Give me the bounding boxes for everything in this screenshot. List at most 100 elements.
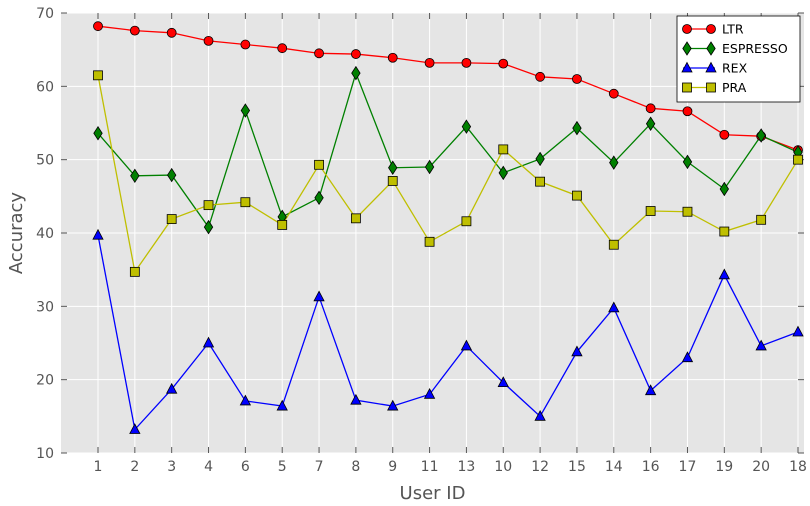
legend-ltr-marker [682,24,692,34]
y-tick-label: 40 [36,226,54,242]
ltr-point [203,35,214,46]
pra-point [350,213,361,224]
pra-point [166,214,177,224]
pra-point [645,206,656,216]
y-tick-label: 70 [36,6,54,22]
ltr-point [461,57,472,68]
pra-point [93,70,103,81]
y-tick-label: 10 [36,446,54,462]
espresso-point [719,181,729,197]
pra-point [461,216,472,227]
rex-point [92,228,104,240]
pra-point [682,206,693,217]
x-tick-label: 11 [421,459,439,475]
legend-ltr-label: LTR [722,22,744,37]
rex-point [571,345,583,357]
ltr-point [277,43,288,54]
ltr-point [645,103,656,114]
pra-point [793,154,803,165]
espresso-point [424,159,435,175]
pra-point [387,176,398,186]
rex-point [681,351,694,363]
pra-point [277,220,288,230]
rex-point [239,394,252,406]
espresso-point [609,155,619,170]
rex-point [166,382,178,394]
x-tick-label: 3 [167,459,176,475]
x-tick-label: 15 [568,459,586,475]
rex-line [97,235,799,431]
y-axis-label: Accuracy [6,192,27,275]
legend-pra-marker [682,82,692,93]
pra-point [424,236,435,247]
espresso-point [203,219,214,235]
x-tick-label: 7 [315,459,324,475]
x-tick-label: 20 [752,459,770,475]
espresso-point [314,190,324,206]
espresso-point [682,154,693,170]
legend-rex-marker [681,61,693,73]
espresso-point [756,128,766,143]
x-tick-label: 13 [458,459,476,475]
x-tick-label: 6 [241,459,250,475]
x-tick-label: 14 [605,459,623,475]
rex-point [497,376,509,388]
x-tick-label: 5 [278,459,287,475]
series-lines [97,25,799,431]
legend-espresso-marker [706,41,716,56]
legend-espresso-marker [682,41,692,56]
x-tick-label: 10 [494,459,512,475]
legend-ltr-marker [706,24,716,34]
ltr-point [572,74,582,84]
espresso-point [351,65,361,81]
espresso-point [93,126,103,141]
rex-point [350,393,362,405]
ltr-point [350,49,361,59]
x-tick-label: 17 [679,459,697,475]
rex-point [423,387,436,399]
pra-point [314,159,324,170]
y-tick-label: 50 [36,153,54,169]
rex-point [718,268,730,280]
ltr-point [129,25,140,36]
x-tick-label: 19 [715,459,733,475]
rex-point [276,399,288,411]
pra-point [719,226,730,237]
rex-point [129,423,141,434]
ltr-point [314,48,324,59]
x-tick-label: 4 [204,459,213,475]
x-tick-label: 8 [351,459,360,475]
x-tick-label: 16 [642,459,660,475]
pra-point [535,176,546,187]
espresso-point [130,168,140,184]
pra-point [608,239,619,250]
ltr-point [387,52,398,63]
rex-point [534,409,546,421]
x-axis-label: User ID [400,483,466,504]
ltr-point [93,21,103,32]
pra-point [498,144,509,155]
espresso-point [240,103,251,118]
espresso-point [388,160,398,175]
ltr-point [166,27,177,38]
ltr-point [535,71,546,82]
pra-point [203,200,214,211]
ltr-line [97,25,799,151]
legend-rex-marker [705,61,717,73]
x-tick-label: 12 [531,459,549,475]
espresso-point [535,151,545,167]
ltr-point [682,106,693,117]
rex-point [755,339,767,351]
ltr-point [240,39,251,50]
y-tick-label: 30 [36,299,54,315]
pra-point [129,266,140,277]
ltr-point [608,88,619,99]
rex-point [792,325,804,337]
rex-point [460,339,473,351]
legend-rex-label: REX [722,61,748,76]
y-tick-label: 20 [36,373,54,389]
rex-point [387,399,399,411]
legend: LTR ESPRESSO REX PRA [676,15,801,103]
espresso-point [645,116,656,131]
